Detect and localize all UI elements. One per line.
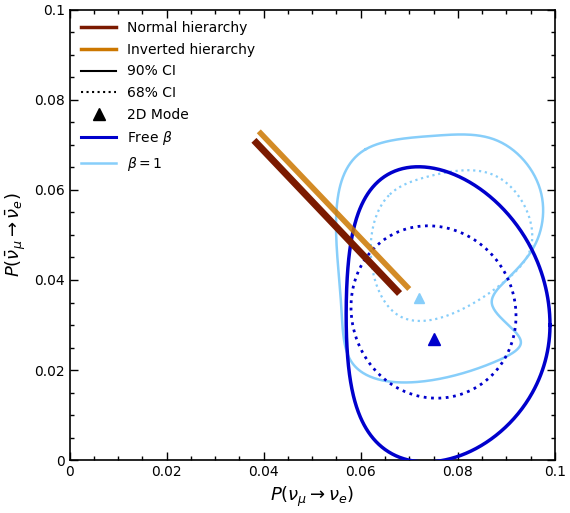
Legend: Normal hierarchy, Inverted hierarchy, 90% CI, 68% CI, 2D Mode, Free $\beta$, $\b: Normal hierarchy, Inverted hierarchy, 90… [82,21,255,173]
X-axis label: $P(\nu_\mu \rightarrow \nu_e)$: $P(\nu_\mu \rightarrow \nu_e)$ [270,485,355,509]
Y-axis label: $P(\bar{\nu}_\mu \rightarrow \bar{\nu}_e)$: $P(\bar{\nu}_\mu \rightarrow \bar{\nu}_e… [4,192,28,277]
